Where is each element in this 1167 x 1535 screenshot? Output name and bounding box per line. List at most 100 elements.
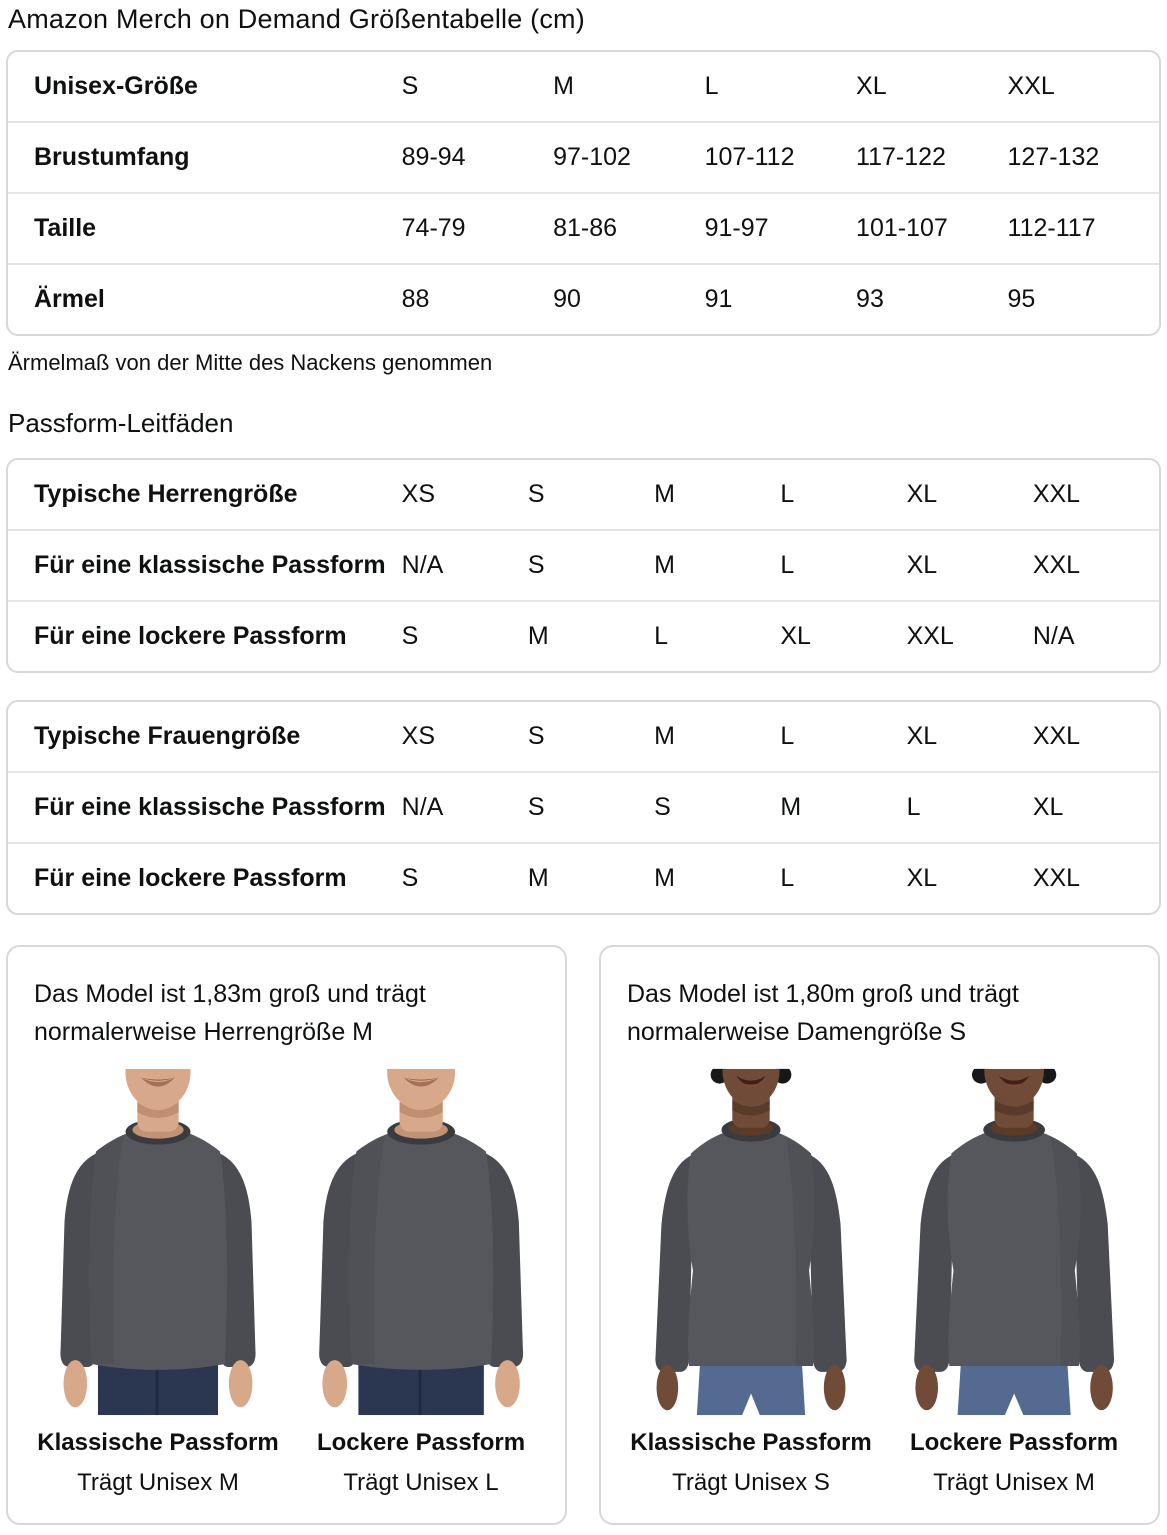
row-label: Typische Frauengröße: [34, 722, 301, 750]
size-value: XXL: [1032, 551, 1081, 579]
size-worn-label: Trägt Unisex S: [672, 1469, 830, 1496]
model-card-headline: Das Model ist 1,80m groß und trägt norma…: [627, 980, 1019, 1046]
size-value: XXL: [1032, 480, 1081, 508]
size-value: XS: [401, 722, 435, 750]
mens-fit-table: Typische Herrengröße XS S M L XL XXL Für…: [6, 458, 1161, 673]
size-value: L: [654, 622, 669, 650]
table-row: Taille 74-79 81-86 91-97 101-107 112-117: [8, 192, 1159, 263]
size-value: S: [401, 622, 419, 650]
table-row: Für eine lockere Passform S M L XL XXL N…: [8, 600, 1159, 671]
size-value: 90: [553, 285, 581, 313]
womens-fit-table: Typische Frauengröße XS S M L XL XXL Für…: [6, 700, 1161, 915]
row-label: Taille: [34, 214, 97, 242]
size-value: N/A: [401, 793, 444, 821]
size-value: 91-97: [704, 214, 769, 242]
female-model-photo: [628, 1067, 874, 1417]
row-label: Für eine lockere Passform: [34, 864, 347, 892]
model-cards: Das Model ist 1,83m groß und trägt norma…: [6, 945, 1161, 1525]
size-value: 91: [704, 285, 733, 313]
unisex-size-table: Unisex-Größe S M L XL XXL Brustumfang 89…: [6, 50, 1161, 336]
size-value: XXL: [1032, 864, 1081, 892]
male-classic-fit-figure: Klassische Passform Trägt Unisex M: [34, 1067, 282, 1497]
size-value: M: [527, 622, 549, 650]
size-value: M: [654, 480, 675, 508]
row-label: Für eine klassische Passform: [34, 793, 386, 821]
size-value: S: [527, 480, 545, 508]
size-value: XXL: [906, 622, 954, 650]
size-value: 107-112: [704, 143, 795, 171]
size-value: 74-79: [401, 214, 466, 242]
table-row: Brustumfang 89-94 97-102 107-112 117-122…: [8, 121, 1159, 192]
size-value: M: [654, 551, 675, 579]
fit-guides-heading: Passform-Leitfäden: [8, 408, 234, 438]
row-label: Für eine lockere Passform: [34, 622, 347, 650]
size-value: L: [906, 793, 921, 821]
female-classic-fit-figure: Klassische Passform Trägt Unisex S: [627, 1067, 875, 1497]
size-value: M: [553, 72, 574, 100]
table-row: Für eine klassische Passform N/A S M L X…: [8, 529, 1159, 600]
size-value: M: [780, 793, 802, 821]
size-value: 81-86: [553, 214, 618, 242]
model-card-headline: Das Model ist 1,83m groß und trägt norma…: [34, 980, 426, 1046]
fit-label: Lockere Passform: [316, 1429, 526, 1456]
size-value: XL: [906, 551, 938, 579]
size-value: N/A: [401, 551, 444, 579]
size-value: XL: [780, 622, 811, 650]
size-value: L: [780, 480, 795, 508]
size-value: M: [654, 722, 675, 750]
size-value: L: [780, 551, 795, 579]
table-row: Typische Frauengröße XS S M L XL XXL: [8, 702, 1159, 771]
fit-label: Klassische Passform: [630, 1429, 872, 1456]
male-model-card: Das Model ist 1,83m groß und trägt norma…: [6, 945, 567, 1525]
page-title: Amazon Merch on Demand Größentabelle (cm…: [8, 4, 585, 34]
male-model-photo: [298, 1067, 544, 1417]
figure-caption: Lockere Passform Trägt Unisex M: [910, 1429, 1118, 1497]
size-value: 97-102: [553, 143, 631, 171]
size-value: XL: [906, 722, 938, 750]
sleeve-measure-note: Ärmelmaß von der Mitte des Nackens genom…: [8, 350, 493, 375]
size-value: S: [401, 864, 419, 892]
size-value: 127-132: [1007, 143, 1100, 171]
size-worn-label: Trägt Unisex L: [343, 1469, 499, 1496]
fit-label: Klassische Passform: [37, 1429, 279, 1456]
size-value: 101-107: [856, 214, 948, 242]
table-row: Für eine klassische Passform N/A S S M L…: [8, 771, 1159, 842]
size-value: S: [527, 722, 545, 750]
size-value: M: [527, 864, 549, 892]
size-value: L: [780, 864, 795, 892]
size-value: XL: [906, 864, 938, 892]
size-value: XL: [906, 480, 938, 508]
figure-caption: Lockere Passform Trägt Unisex L: [317, 1429, 525, 1497]
size-value: 93: [856, 285, 884, 313]
size-value: L: [704, 72, 719, 100]
size-value: S: [401, 72, 419, 100]
size-worn-label: Trägt Unisex M: [77, 1469, 239, 1496]
female-model-photo: [891, 1067, 1137, 1417]
figure-caption: Klassische Passform Trägt Unisex M: [37, 1429, 278, 1497]
table-row: Unisex-Größe S M L XL XXL: [8, 52, 1159, 121]
row-label: Unisex-Größe: [34, 72, 198, 100]
size-worn-label: Trägt Unisex M: [933, 1469, 1095, 1496]
female-loose-fit-figure: Lockere Passform Trägt Unisex M: [890, 1067, 1138, 1497]
table-row: Für eine lockere Passform S M M L XL XXL: [8, 842, 1159, 913]
model-figures: Klassische Passform Trägt Unisex S Locke…: [627, 1067, 1138, 1497]
size-value: M: [654, 864, 675, 892]
row-label: Brustumfang: [34, 143, 190, 171]
size-value: 112-117: [1007, 214, 1096, 242]
size-value: 95: [1007, 285, 1036, 313]
size-value: S: [527, 551, 545, 579]
size-value: N/A: [1032, 622, 1075, 650]
size-value: 117-122: [856, 143, 946, 171]
table-row: Typische Herrengröße XS S M L XL XXL: [8, 460, 1159, 529]
size-value: XXL: [1032, 722, 1081, 750]
size-value: L: [780, 722, 795, 750]
size-value: XL: [1032, 793, 1064, 821]
size-value: S: [654, 793, 671, 821]
row-label: Typische Herrengröße: [34, 480, 298, 508]
model-figures: Klassische Passform Trägt Unisex M Locke…: [34, 1067, 545, 1497]
row-label: Ärmel: [34, 285, 105, 313]
size-value: 88: [401, 285, 430, 313]
size-value: XXL: [1007, 72, 1055, 100]
size-value: 89-94: [401, 143, 466, 171]
